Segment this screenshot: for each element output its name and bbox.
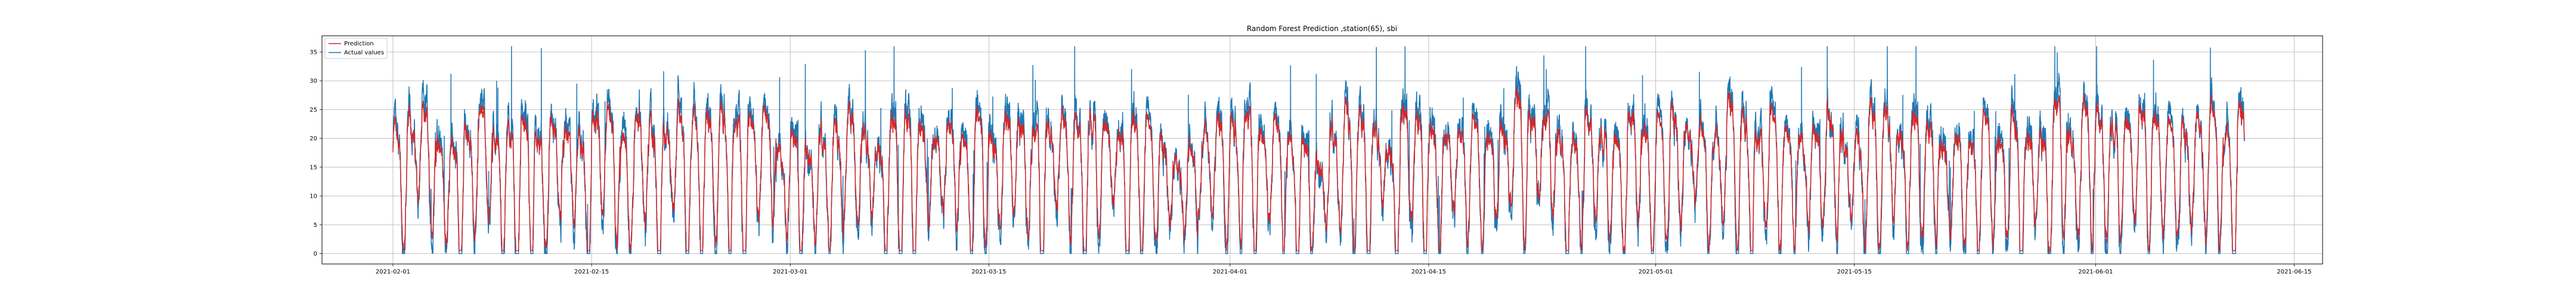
plot-area bbox=[321, 35, 2323, 265]
legend: Prediction Actual values bbox=[324, 38, 388, 59]
y-tick-label: 35 bbox=[309, 50, 317, 56]
y-tick-label: 30 bbox=[309, 78, 317, 85]
y-tick-label: 10 bbox=[309, 194, 317, 200]
grid-lines bbox=[322, 36, 2323, 264]
plot-frame bbox=[321, 35, 2323, 265]
x-tick-label: 2021-06-01 bbox=[2078, 269, 2113, 275]
x-tick-label: 2021-03-01 bbox=[773, 269, 807, 275]
x-tick-label: 2021-06-15 bbox=[2277, 269, 2311, 275]
x-tick-label: 2021-05-15 bbox=[1837, 269, 1872, 275]
legend-label-prediction: Prediction bbox=[344, 41, 374, 47]
x-tick-label: 2021-02-15 bbox=[574, 269, 609, 275]
y-tick-label: 0 bbox=[314, 251, 317, 257]
chart-title: Random Forest Prediction ,station(65), s… bbox=[1247, 24, 1397, 33]
legend-label-actual: Actual values bbox=[344, 50, 384, 56]
y-tick-label: 20 bbox=[309, 136, 317, 142]
x-tick-label: 2021-02-01 bbox=[376, 269, 410, 275]
x-axis: 2021-02-01 2021-02-15 2021-03-01 2021-03-15… bbox=[376, 264, 2311, 275]
y-tick-label: 5 bbox=[314, 222, 317, 229]
y-tick-label: 25 bbox=[309, 107, 317, 113]
series-actual-line bbox=[392, 46, 2245, 256]
x-tick-label: 2021-05-01 bbox=[1639, 269, 1673, 275]
y-axis: 0 5 10 15 20 25 30 35 bbox=[309, 50, 322, 257]
y-tick-label: 15 bbox=[309, 164, 317, 171]
series-prediction-line bbox=[392, 86, 2245, 253]
x-tick-label: 2021-03-15 bbox=[971, 269, 1006, 275]
x-tick-label: 2021-04-15 bbox=[1411, 269, 1446, 275]
x-tick-label: 2021-04-01 bbox=[1213, 269, 1247, 275]
